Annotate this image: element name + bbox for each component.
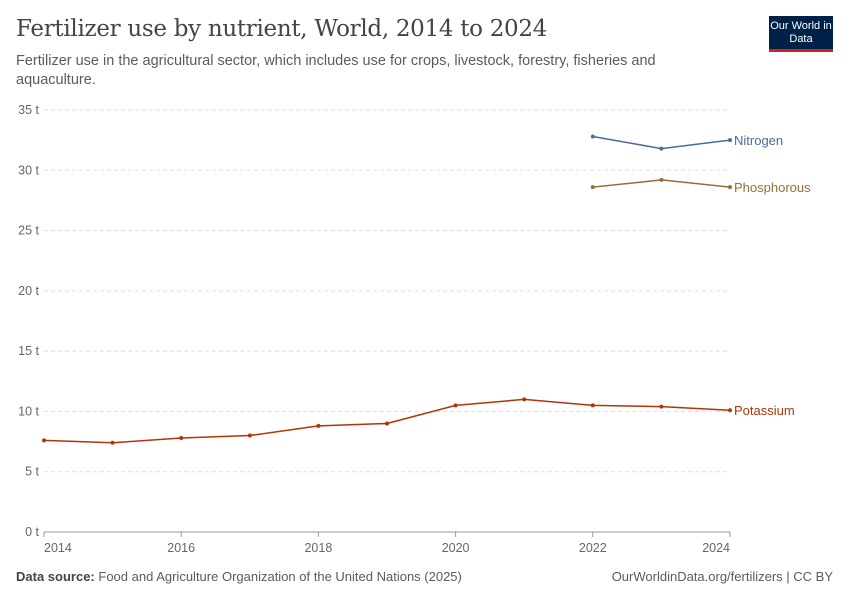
y-tick-label: 20 t — [18, 284, 39, 298]
chart-title: Fertilizer use by nutrient, World, 2014 … — [16, 16, 548, 42]
y-tick-label: 5 t — [25, 465, 39, 479]
data-point-phosphorous — [590, 185, 595, 190]
data-point-potassium — [179, 435, 184, 440]
data-point-potassium — [110, 440, 115, 445]
y-tick-label: 15 t — [18, 344, 39, 358]
data-point-nitrogen — [728, 138, 732, 143]
data-point-phosphorous — [659, 177, 664, 182]
owid-logo[interactable]: Our World in Data — [769, 16, 833, 52]
data-point-potassium — [590, 403, 595, 408]
data-point-potassium — [659, 404, 664, 409]
y-tick-label: 0 t — [25, 525, 39, 539]
data-point-potassium — [728, 408, 732, 413]
series-line-potassium — [43, 398, 731, 444]
y-tick-label: 35 t — [18, 103, 39, 117]
footer-link[interactable]: OurWorldinData.org/fertilizers | CC BY — [611, 569, 833, 584]
x-tick-label: 2020 — [442, 541, 470, 555]
x-tick-label: 2016 — [167, 541, 195, 555]
x-tick-label: 2024 — [702, 541, 730, 555]
data-point-potassium — [42, 438, 46, 443]
x-tick-label: 2022 — [579, 541, 607, 555]
source-label: Data source: — [16, 569, 95, 584]
data-point-potassium — [316, 423, 321, 428]
series-label-nitrogen: Nitrogen — [734, 133, 783, 148]
chart-subtitle: Fertilizer use in the agricultural secto… — [16, 53, 656, 88]
data-point-phosphorous — [728, 185, 732, 190]
x-tick-label: 2014 — [44, 541, 72, 555]
source-text: Food and Agriculture Organization of the… — [98, 569, 462, 584]
series-label-potassium: Potassium — [734, 403, 795, 418]
data-point-nitrogen — [659, 146, 664, 151]
data-point-potassium — [247, 433, 252, 438]
data-point-potassium — [522, 397, 527, 402]
series-label-phosphorous: Phosphorous — [734, 180, 811, 195]
y-tick-label: 30 t — [18, 163, 39, 177]
data-point-nitrogen — [590, 134, 595, 139]
data-point-potassium — [385, 421, 389, 426]
y-tick-label: 25 t — [18, 224, 39, 238]
y-tick-label: 10 t — [18, 404, 39, 418]
data-source: Data source: Food and Agriculture Organi… — [16, 569, 462, 584]
x-tick-label: 2018 — [304, 541, 332, 555]
data-point-potassium — [453, 403, 458, 408]
